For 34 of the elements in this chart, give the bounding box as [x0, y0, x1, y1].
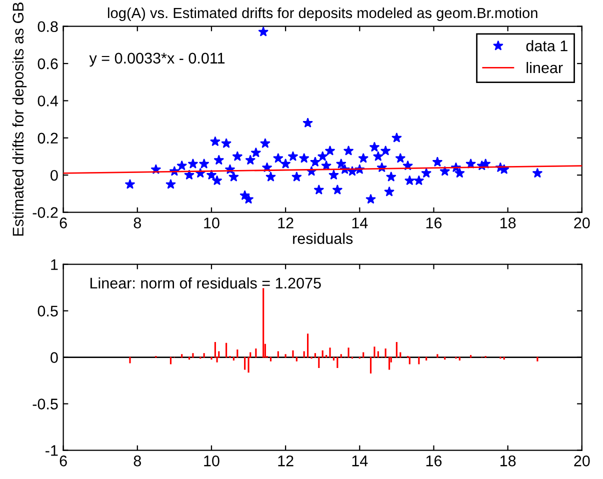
chart-title: log(A) vs. Estimated drifts for deposits modeled as geom.Br.motion [108, 7, 538, 22]
x-tick-label: 20 [574, 456, 590, 466]
x-tick-label: 8 [134, 218, 141, 228]
x-tick-label: 10 [204, 456, 220, 466]
y-tick-label: 1 [51, 259, 58, 270]
x-tick-label: 12 [278, 218, 294, 228]
x-tick-label: 18 [500, 218, 516, 228]
y-tick-label: 0.2 [38, 132, 58, 144]
x-axis-title: residuals [293, 232, 353, 244]
y-tick-label: -1 [46, 445, 58, 456]
y-tick-label: -0.2 [32, 207, 58, 218]
y-tick-label: 0.5 [38, 306, 58, 316]
legend-label: data 1 [526, 40, 568, 52]
x-tick-label: 8 [134, 456, 141, 466]
x-tick-label: 6 [60, 456, 67, 466]
y-tick-label: 0.8 [38, 21, 58, 32]
x-tick-label: 16 [426, 218, 442, 228]
annotation: Linear: norm of residuals = 1.2075 [90, 277, 321, 289]
x-tick-label: 16 [426, 456, 442, 466]
x-tick-label: 10 [204, 218, 220, 228]
y-tick-label: 0.4 [38, 96, 58, 106]
y-tick-label: 0.6 [38, 58, 58, 70]
x-tick-label: 20 [574, 218, 590, 228]
annotation: y = 0.0033*x - 0.011 [89, 52, 225, 67]
x-tick-label: 12 [278, 456, 294, 466]
x-tick-label: 14 [352, 456, 368, 466]
y-tick-label: 0 [50, 352, 58, 363]
x-tick-label: 6 [60, 218, 67, 228]
x-tick-label: 18 [500, 456, 516, 466]
x-tick-label: 14 [352, 218, 368, 228]
y-tick-label: -0.5 [32, 398, 58, 410]
y-axis-title: Estimated drifts for deposits as GB [12, 2, 27, 236]
legend-label: linear [526, 62, 563, 74]
y-tick-label: 0 [50, 170, 58, 181]
